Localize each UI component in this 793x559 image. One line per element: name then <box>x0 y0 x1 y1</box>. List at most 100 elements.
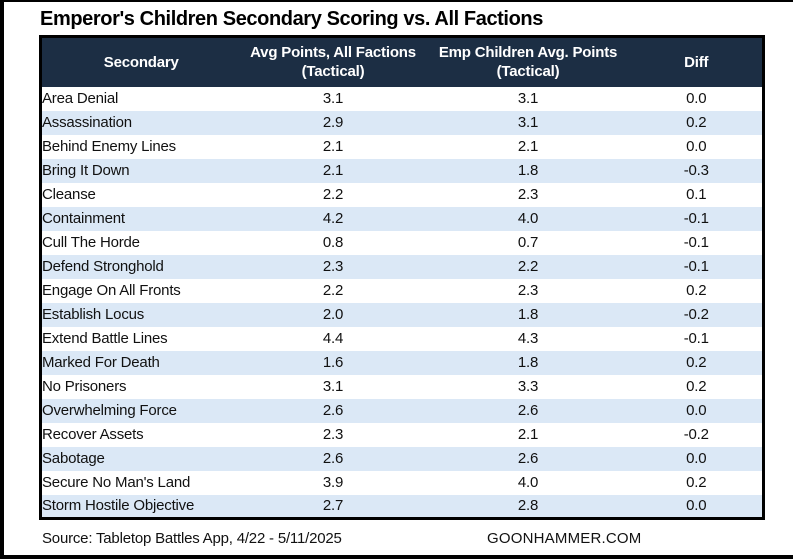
secondary-name: Assassination <box>42 114 132 131</box>
table-row: Extend Battle Lines 4.4 4.3 -0.1 <box>40 326 764 351</box>
emp-children-avg-value: 4.0 <box>517 210 539 227</box>
diff-value: 0.2 <box>686 378 707 395</box>
header-label: Emp Children Avg. Points <box>438 44 618 62</box>
all-factions-avg-value: 2.1 <box>322 162 344 179</box>
all-factions-avg-value: 2.2 <box>322 186 344 203</box>
diff-value: -0.2 <box>683 306 709 323</box>
table-row: Defend Stronghold 2.3 2.2 -0.1 <box>40 254 764 279</box>
all-factions-avg-value: 3.9 <box>322 474 344 491</box>
secondary-name: Secure No Man's Land <box>42 474 191 491</box>
diff-value: 0.0 <box>686 497 707 515</box>
header-sublabel: (Tactical) <box>496 63 560 81</box>
table-row: Bring It Down 2.1 1.8 -0.3 <box>40 158 764 183</box>
all-factions-avg-value: 4.4 <box>322 330 344 347</box>
emp-children-avg-value: 2.2 <box>517 258 539 275</box>
diff-value: -0.1 <box>683 330 709 347</box>
header-sublabel: (Tactical) <box>301 63 365 81</box>
table-row: Storm Hostile Objective 2.7 2.8 0.0 <box>40 494 764 519</box>
all-factions-avg-value: 2.0 <box>322 306 344 323</box>
site-caption: GOONHAMMER.COM <box>487 530 642 547</box>
emp-children-avg-value: 0.7 <box>517 234 539 251</box>
emp-children-avg-value: 2.6 <box>517 450 539 467</box>
column-header-diff: Diff <box>630 36 764 87</box>
secondary-name: Behind Enemy Lines <box>42 138 176 155</box>
all-factions-avg-value: 2.7 <box>322 497 344 515</box>
secondary-name: Bring It Down <box>42 162 130 179</box>
secondary-name: Defend Stronghold <box>42 258 164 275</box>
emp-children-avg-value: 2.6 <box>517 402 539 419</box>
column-header-all-factions-avg: Avg Points, All Factions (Tactical) <box>240 36 426 87</box>
emp-children-avg-value: 2.1 <box>517 138 539 155</box>
header-label: Avg Points, All Factions <box>250 44 416 62</box>
secondary-name: Engage On All Fronts <box>42 282 181 299</box>
all-factions-avg-value: 0.8 <box>322 234 344 251</box>
table-row: Secure No Man's Land 3.9 4.0 0.2 <box>40 470 764 495</box>
secondary-name: Cull The Horde <box>42 234 140 251</box>
diff-value: -0.3 <box>683 162 709 179</box>
secondary-name: Area Denial <box>42 90 119 107</box>
emp-children-avg-value: 1.8 <box>517 162 539 179</box>
source-caption: Source: Tabletop Battles App, 4/22 - 5/1… <box>42 530 342 547</box>
diff-value: -0.1 <box>683 210 709 227</box>
column-header-emp-children-avg: Emp Children Avg. Points (Tactical) <box>425 36 631 87</box>
secondary-name: Storm Hostile Objective <box>42 497 195 515</box>
table-header: Secondary Avg Points, All Factions (Tact… <box>40 36 764 87</box>
table-row: Assassination 2.9 3.1 0.2 <box>40 110 764 135</box>
diff-value: 0.0 <box>686 402 707 419</box>
column-header-secondary: Secondary <box>40 36 241 87</box>
emp-children-avg-value: 4.0 <box>517 474 539 491</box>
all-factions-avg-value: 2.9 <box>322 114 344 131</box>
all-factions-avg-value: 2.6 <box>322 402 344 419</box>
page-title: Emperor's Children Secondary Scoring vs.… <box>40 8 543 30</box>
table-row: Behind Enemy Lines 2.1 2.1 0.0 <box>40 134 764 159</box>
diff-value: 0.1 <box>686 186 707 203</box>
all-factions-avg-value: 2.3 <box>322 426 344 443</box>
emp-children-avg-value: 1.8 <box>517 306 539 323</box>
secondary-name: Marked For Death <box>42 354 160 371</box>
secondary-scoring-table: Secondary Avg Points, All Factions (Tact… <box>39 35 765 520</box>
diff-value: -0.1 <box>683 234 709 251</box>
diff-value: 0.2 <box>686 282 707 299</box>
table-row: Marked For Death 1.6 1.8 0.2 <box>40 350 764 375</box>
diff-value: 0.0 <box>686 450 707 467</box>
diff-value: -0.1 <box>683 258 709 275</box>
table-row: Overwhelming Force 2.6 2.6 0.0 <box>40 398 764 423</box>
table-row: Establish Locus 2.0 1.8 -0.2 <box>40 302 764 327</box>
all-factions-avg-value: 3.1 <box>322 378 344 395</box>
emp-children-avg-value: 1.8 <box>517 354 539 371</box>
table-row: Recover Assets 2.3 2.1 -0.2 <box>40 422 764 447</box>
table-row: No Prisoners 3.1 3.3 0.2 <box>40 374 764 399</box>
all-factions-avg-value: 2.1 <box>322 138 344 155</box>
all-factions-avg-value: 4.2 <box>322 210 344 227</box>
table-row: Containment 4.2 4.0 -0.1 <box>40 206 764 231</box>
secondary-name: Containment <box>42 210 125 227</box>
diff-value: -0.2 <box>683 426 709 443</box>
all-factions-avg-value: 2.2 <box>322 282 344 299</box>
diff-value: 0.0 <box>686 138 707 155</box>
secondary-name: No Prisoners <box>42 378 127 395</box>
diff-value: 0.2 <box>686 474 707 491</box>
emp-children-avg-value: 2.1 <box>517 426 539 443</box>
secondary-name: Cleanse <box>42 186 96 203</box>
diff-value: 0.2 <box>686 354 707 371</box>
diff-value: 0.2 <box>686 114 707 131</box>
emp-children-avg-value: 3.1 <box>517 90 539 107</box>
table-row: Area Denial 3.1 3.1 0.0 <box>40 86 764 111</box>
all-factions-avg-value: 2.6 <box>322 450 344 467</box>
secondary-name: Establish Locus <box>42 306 145 323</box>
emp-children-avg-value: 2.3 <box>517 282 539 299</box>
all-factions-avg-value: 3.1 <box>322 90 344 107</box>
diff-value: 0.0 <box>686 90 707 107</box>
header-label: Diff <box>684 53 709 71</box>
table-row: Cleanse 2.2 2.3 0.1 <box>40 182 764 207</box>
secondary-name: Extend Battle Lines <box>42 330 168 347</box>
table-row: Cull The Horde 0.8 0.7 -0.1 <box>40 230 764 255</box>
secondary-name: Recover Assets <box>42 426 144 443</box>
header-row: Secondary Avg Points, All Factions (Tact… <box>40 36 764 87</box>
table-row: Engage On All Fronts 2.2 2.3 0.2 <box>40 278 764 303</box>
table-row: Sabotage 2.6 2.6 0.0 <box>40 446 764 471</box>
secondary-name: Overwhelming Force <box>42 402 177 419</box>
emp-children-avg-value: 3.3 <box>517 378 539 395</box>
all-factions-avg-value: 2.3 <box>322 258 344 275</box>
